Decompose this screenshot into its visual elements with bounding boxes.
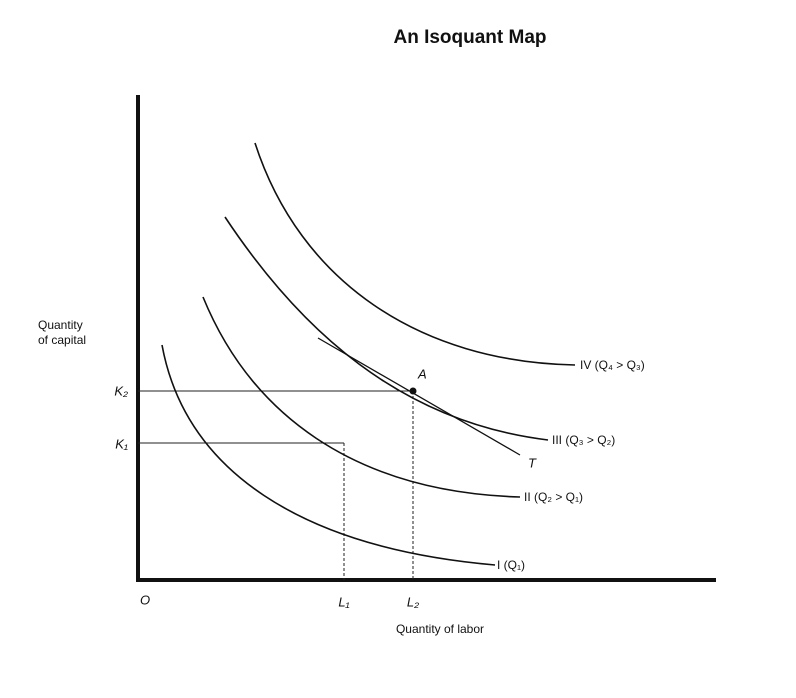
origin-label: O <box>140 592 150 607</box>
y-axis-label: of capital <box>38 333 86 347</box>
point-label: A <box>417 366 427 381</box>
x-axis-label: Quantity of labor <box>396 622 484 636</box>
curve-label: III (Q₃ > Q₂) <box>552 433 615 447</box>
curve-label: II (Q₂ > Q₁) <box>524 490 583 504</box>
tangent-label: T <box>528 455 537 470</box>
y-tick-label: K₂ <box>114 383 128 398</box>
tangent-line <box>317 337 521 456</box>
x-tick-label: L₁ <box>338 594 349 609</box>
y-axis-label: Quantity <box>38 318 83 332</box>
title: An Isoquant Map <box>393 27 546 48</box>
isoquant-curve <box>161 344 496 566</box>
curve-label: IV (Q₄ > Q₃) <box>580 358 645 372</box>
x-tick-label: L₂ <box>407 594 419 609</box>
curve-label: I (Q₁) <box>497 558 525 572</box>
isoquant-curve <box>224 216 549 441</box>
isoquant-curve <box>254 142 576 366</box>
y-tick-label: K₁ <box>115 436 128 451</box>
isoquant-curve <box>202 296 521 498</box>
point-a <box>409 387 417 395</box>
